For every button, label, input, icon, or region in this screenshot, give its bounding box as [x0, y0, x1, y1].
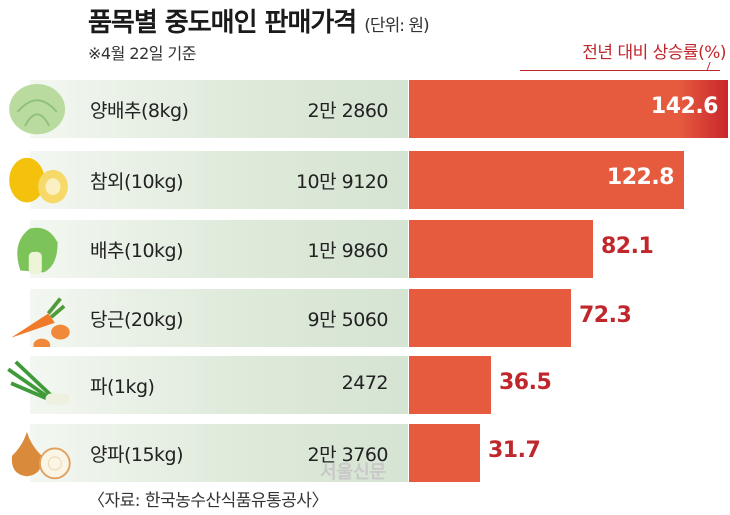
- row-band: [30, 220, 408, 278]
- legend-line: [520, 70, 720, 71]
- source-note: 〈자료: 한국농수산식품유통공사〉: [88, 491, 328, 511]
- bar-row: 당근(20kg) 9만 5060 72.3: [0, 289, 730, 347]
- bar: [409, 80, 728, 138]
- bar-row: 양파(15kg) 2만 3760 31.7: [0, 424, 730, 482]
- price-label: 9만 5060: [307, 309, 389, 331]
- bar: [409, 220, 593, 278]
- green-onion-icon: [7, 360, 70, 405]
- price-label: 2만 2860: [307, 100, 389, 122]
- row-band: [30, 424, 408, 482]
- bar-row: 파(1kg) 2472 36.5: [0, 356, 730, 414]
- napa-cabbage-icon: [17, 227, 58, 275]
- row-band: [30, 356, 408, 414]
- value-label: 82.1: [601, 234, 654, 259]
- value-label: 72.3: [579, 303, 632, 328]
- price-label: 2472: [341, 372, 389, 394]
- price-label: 10만 9120: [295, 171, 389, 193]
- unit-label: (단위: 원): [364, 16, 429, 36]
- category-label: 당근(20kg): [90, 309, 184, 331]
- bar: [409, 356, 491, 414]
- category-label: 배추(10kg): [90, 240, 184, 262]
- bar: [409, 151, 684, 209]
- bar-row: 양배추(8kg) 2만 2860 142.6: [0, 80, 730, 138]
- bar: [409, 424, 480, 482]
- korean-melon-icon: [9, 157, 68, 204]
- bar-row: 배추(10kg) 1만 9860 82.1: [0, 220, 730, 278]
- bar-row: 참외(10kg) 10만 9120 122.8: [0, 151, 730, 209]
- watermark: 서울신문: [320, 462, 387, 483]
- bar: [409, 289, 571, 347]
- cabbage-icon: [9, 84, 66, 135]
- category-label: 양배추(8kg): [90, 100, 189, 122]
- price-label: 1만 9860: [307, 240, 389, 262]
- row-band: [30, 80, 408, 138]
- value-label: 36.5: [499, 370, 552, 395]
- category-label: 참외(10kg): [90, 171, 184, 193]
- onion-icon: [11, 431, 71, 480]
- row-band: [30, 151, 408, 209]
- row-band: [30, 289, 408, 347]
- category-label: 파(1kg): [90, 376, 155, 398]
- value-label: 31.7: [488, 438, 541, 463]
- price-label: 2만 3760: [307, 444, 389, 466]
- chart-title: 품목별 중도매인 판매가격 (단위: 원): [88, 8, 430, 38]
- carrot-icon: [11, 297, 70, 347]
- legend-label: 전년 대비 상승률(%): [582, 43, 726, 63]
- subtitle: ※4월 22일 기준: [88, 44, 197, 63]
- value-label: 142.6: [650, 94, 719, 119]
- value-label: 122.8: [606, 165, 675, 190]
- category-label: 양파(15kg): [90, 444, 184, 466]
